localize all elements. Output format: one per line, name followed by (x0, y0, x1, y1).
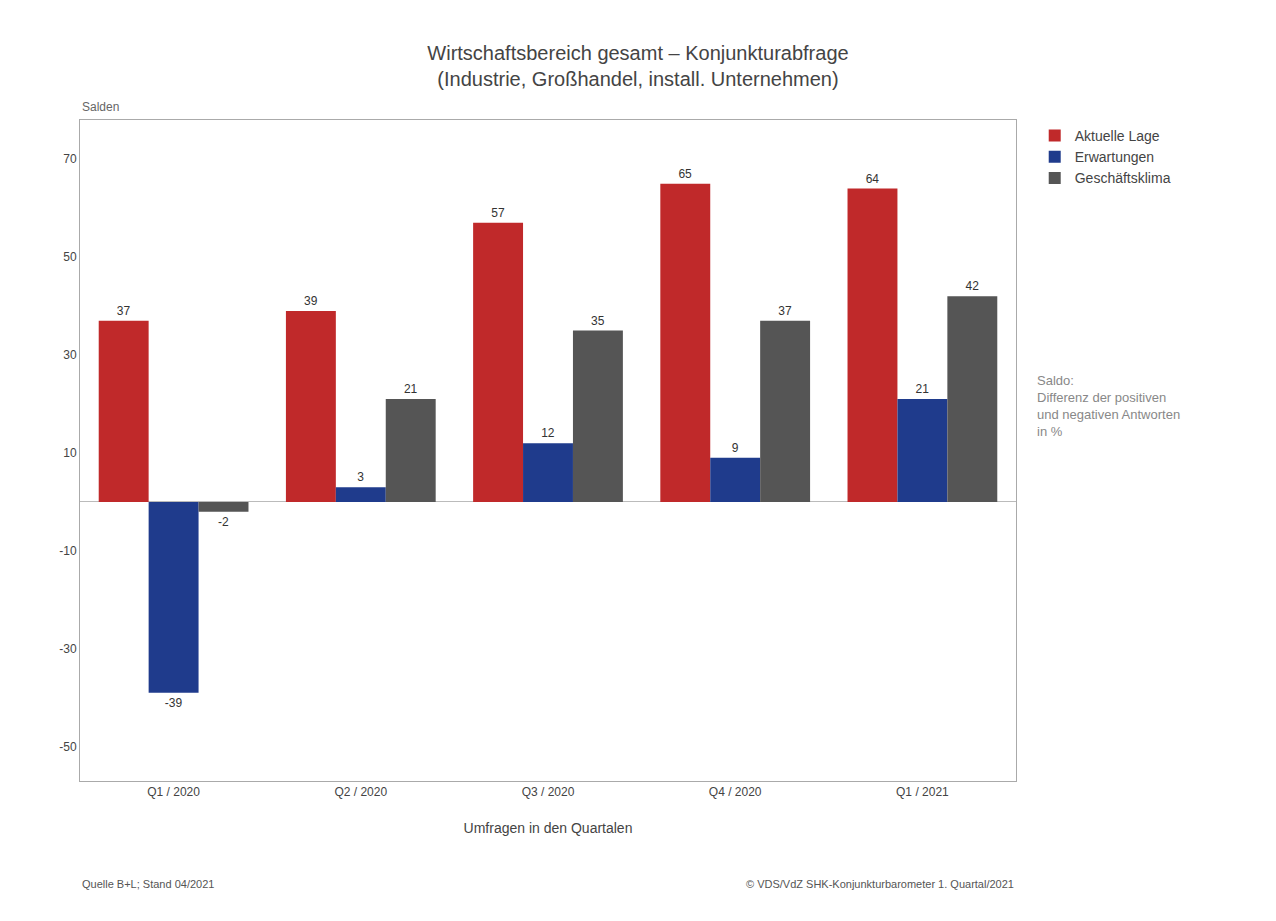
svg-text:Geschäftsklima: Geschäftsklima (1075, 170, 1171, 186)
svg-text:10: 10 (63, 446, 77, 460)
svg-text:Q2 / 2020: Q2 / 2020 (334, 785, 387, 799)
svg-text:50: 50 (63, 250, 77, 264)
svg-text:Erwartungen: Erwartungen (1075, 149, 1154, 165)
svg-text:30: 30 (63, 348, 77, 362)
svg-text:57: 57 (491, 206, 505, 220)
svg-text:Salden: Salden (82, 100, 119, 114)
svg-text:Wirtschaftsbereich gesamt – Ko: Wirtschaftsbereich gesamt – Konjunkturab… (427, 42, 848, 90)
svg-text:-10: -10 (59, 544, 77, 558)
svg-text:9: 9 (732, 441, 739, 455)
svg-text:39: 39 (304, 294, 318, 308)
svg-text:Q4 / 2020: Q4 / 2020 (709, 785, 762, 799)
svg-text:-30: -30 (59, 642, 77, 656)
svg-text:-2: -2 (218, 515, 229, 529)
svg-text:Quelle B+L; Stand 04/2021: Quelle B+L; Stand 04/2021 (82, 878, 214, 890)
svg-text:37: 37 (778, 304, 792, 318)
svg-text:Umfragen in den Quartalen: Umfragen in den Quartalen (464, 820, 633, 836)
svg-text:Q1 / 2020: Q1 / 2020 (147, 785, 200, 799)
svg-text:21: 21 (404, 382, 418, 396)
svg-text:35: 35 (591, 314, 605, 328)
svg-text:Q3 / 2020: Q3 / 2020 (522, 785, 575, 799)
svg-text:-50: -50 (59, 740, 77, 754)
svg-text:64: 64 (866, 172, 880, 186)
svg-text:Q1 / 2021: Q1 / 2021 (896, 785, 949, 799)
svg-text:© VDS/VdZ SHK-Konjunkturbarome: © VDS/VdZ SHK-Konjunkturbarometer 1. Qua… (746, 878, 1014, 890)
svg-text:12: 12 (541, 426, 555, 440)
svg-text:70: 70 (63, 152, 77, 166)
svg-text:21: 21 (916, 382, 930, 396)
svg-text:37: 37 (117, 304, 131, 318)
svg-text:65: 65 (678, 167, 692, 181)
svg-text:Aktuelle Lage: Aktuelle Lage (1075, 128, 1160, 144)
svg-text:Saldo:Differenz der positivenu: Saldo:Differenz der positivenund negativ… (1037, 373, 1180, 439)
svg-text:3: 3 (357, 470, 364, 484)
svg-text:-39: -39 (165, 696, 183, 710)
svg-text:42: 42 (965, 279, 979, 293)
